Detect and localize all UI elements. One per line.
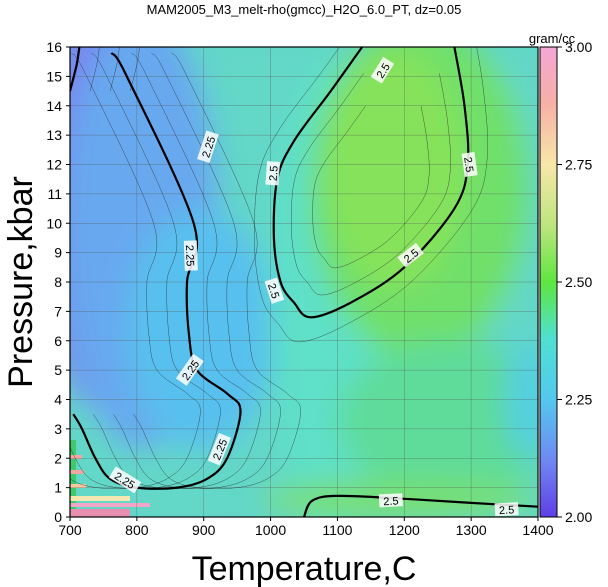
colorbar-tick-label: 2.50 bbox=[565, 274, 592, 290]
density-field bbox=[70, 47, 538, 517]
y-tick-label: 11 bbox=[47, 186, 62, 202]
contour-label-bg bbox=[370, 56, 395, 84]
thin-contour-line bbox=[113, 52, 281, 489]
y-tick-label: 4 bbox=[54, 392, 62, 408]
x-tick-label: 1400 bbox=[522, 522, 553, 538]
thin-contour-line bbox=[312, 105, 430, 269]
contour-label-text: 2.5 bbox=[265, 282, 281, 300]
colorbar-unit: gram/cc bbox=[529, 31, 576, 46]
contour-label-bg bbox=[461, 151, 478, 177]
y-tick-label: 16 bbox=[46, 39, 62, 55]
y-tick-label: 12 bbox=[46, 157, 62, 173]
colorbar-tick-label: 2.25 bbox=[565, 392, 592, 408]
contour-label-bg bbox=[264, 277, 285, 304]
thin-contour-line bbox=[89, 47, 100, 92]
contour-label-bg bbox=[265, 161, 281, 186]
contour-label-bg bbox=[175, 353, 204, 386]
x-tick-label: 1200 bbox=[389, 522, 420, 538]
y-tick-label: 3 bbox=[54, 421, 62, 437]
x-tick-label: 1300 bbox=[456, 522, 487, 538]
thin-contour-line bbox=[109, 47, 120, 92]
contour-label: 2.5 bbox=[494, 502, 519, 517]
contour-label: 2.5 bbox=[265, 161, 281, 186]
y-tick-label: 1 bbox=[54, 480, 62, 496]
contour-label: 2.5 bbox=[264, 277, 285, 304]
x-tick-label: 1100 bbox=[322, 522, 352, 538]
contour-label-bg bbox=[197, 130, 219, 164]
thin-contour-line bbox=[133, 52, 301, 489]
contour-label-text: 2.5 bbox=[461, 156, 475, 173]
contour-label-bg bbox=[207, 432, 231, 466]
y-tick-label: 13 bbox=[46, 127, 62, 143]
contour-line-2_5 bbox=[302, 494, 538, 517]
colorbar-tick-label: 2.00 bbox=[565, 509, 592, 525]
chart-title: MAM2005_M3_melt-rho(gmcc)_H2O_6.0_PT, dz… bbox=[147, 2, 462, 17]
x-tick-label: 1000 bbox=[255, 522, 286, 538]
y-tick-label: 6 bbox=[54, 333, 62, 349]
thin-contour-line bbox=[30, 47, 39, 91]
contour-label: 2.25 bbox=[183, 240, 198, 271]
contour-label: 2.5 bbox=[461, 151, 478, 177]
y-tick-label: 9 bbox=[54, 245, 62, 261]
low-p-stripes bbox=[70, 440, 150, 517]
y-tick-label: 7 bbox=[54, 303, 62, 319]
thin-contour-line bbox=[254, 47, 489, 343]
contour-label-bg bbox=[108, 466, 142, 494]
contour-label-text: 2.5 bbox=[268, 165, 281, 181]
contour-label-bg bbox=[494, 502, 519, 517]
contour-label: 2.5 bbox=[378, 493, 403, 508]
thin-contour-line bbox=[70, 52, 201, 489]
y-tick-label: 15 bbox=[46, 68, 62, 84]
contour-line-2_25 bbox=[70, 47, 81, 92]
y-tick-label: 2 bbox=[54, 450, 62, 466]
contour-label-bg bbox=[397, 242, 424, 268]
x-tick-label: 800 bbox=[125, 522, 149, 538]
colorbar-tick-label: 3.00 bbox=[565, 39, 592, 55]
x-tick-label: 900 bbox=[192, 522, 216, 538]
colorbar-ticks: 2.00 2.25 2.50 2.75 3.00 bbox=[557, 39, 592, 525]
y-tick-label: 8 bbox=[54, 274, 62, 290]
thin-contour-line bbox=[70, 52, 221, 489]
colorbar-tick-label: 2.75 bbox=[565, 157, 592, 173]
contour-line-2_25 bbox=[72, 52, 242, 490]
x-axis-ticks: 700 800 900 1000 1100 1200 1300 1400 bbox=[58, 517, 554, 538]
y-tick-label: 0 bbox=[54, 509, 62, 525]
y-tick-label: 5 bbox=[54, 362, 62, 378]
contour-label-bg bbox=[378, 493, 403, 508]
x-axis-label: Temperature,C bbox=[192, 550, 417, 587]
y-tick-label: 10 bbox=[46, 215, 62, 231]
contour-label-bg bbox=[183, 240, 198, 271]
y-tick-label: 14 bbox=[46, 98, 62, 114]
colorbar bbox=[539, 46, 558, 518]
x-tick-label: 700 bbox=[58, 522, 82, 538]
y-axis-label: Pressure,kbar bbox=[2, 176, 40, 388]
thin-contour-line bbox=[290, 73, 452, 296]
contour-label-text: 2.5 bbox=[383, 495, 399, 508]
contour-label-text: 2.25 bbox=[183, 245, 196, 267]
contour-label-text: 2.5 bbox=[499, 504, 515, 517]
